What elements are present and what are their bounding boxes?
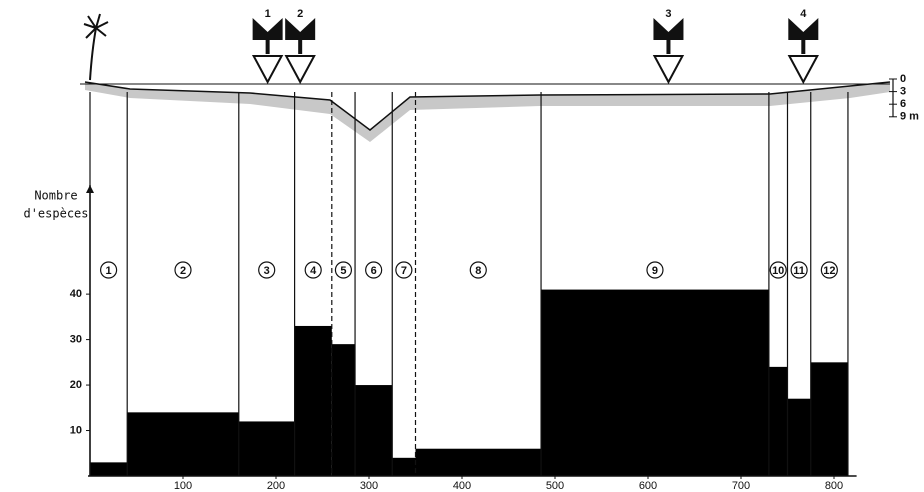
depth-tick-label: 9 m — [900, 111, 919, 123]
zone-label: 3 — [264, 265, 270, 277]
zone-label: 11 — [793, 265, 805, 277]
y-tick-label: 20 — [70, 379, 82, 391]
y-axis-label: Nombre — [34, 189, 77, 203]
x-tick-label: 500 — [546, 480, 564, 492]
bar — [127, 412, 239, 476]
station-marker: 4 — [788, 8, 818, 82]
depth-tick-label: 0 — [900, 73, 906, 85]
depth-tick-label: 3 — [900, 86, 906, 98]
y-axis-arrow — [86, 185, 94, 193]
x-tick-label: 200 — [267, 480, 285, 492]
station-label: 3 — [665, 8, 671, 20]
zone-label: 9 — [652, 265, 658, 277]
x-tick-label: 400 — [453, 480, 471, 492]
x-tick-label: 300 — [360, 480, 378, 492]
bar — [295, 326, 332, 476]
station-stem — [666, 40, 670, 54]
bar — [239, 421, 295, 476]
palm-tree — [84, 14, 108, 80]
station-icon — [253, 18, 283, 40]
bar — [90, 462, 127, 476]
zone-label: 1 — [106, 265, 112, 277]
bar — [541, 290, 769, 476]
depth-tick-label: 6 — [900, 98, 906, 110]
x-tick-label: 700 — [732, 480, 750, 492]
station-label: 4 — [800, 8, 807, 20]
station-triangle — [789, 56, 817, 82]
station-triangle — [254, 56, 282, 82]
zone-label: 12 — [823, 265, 835, 277]
station-stem — [801, 40, 805, 54]
bar — [811, 362, 848, 476]
y-tick-label: 10 — [70, 424, 82, 436]
zone-label: 7 — [401, 265, 407, 277]
y-tick-label: 30 — [70, 334, 82, 346]
chart: 1234567891011121002003004005006007008001… — [0, 0, 924, 492]
station-stem — [266, 40, 270, 54]
zone-label: 8 — [475, 265, 481, 277]
y-tick-label: 40 — [70, 288, 82, 300]
station-icon — [788, 18, 818, 40]
x-tick-label: 100 — [174, 480, 192, 492]
zone-label: 5 — [340, 265, 346, 277]
bar — [392, 458, 415, 476]
station-marker: 1 — [253, 8, 283, 82]
station-icon — [653, 18, 683, 40]
bar — [332, 344, 355, 476]
station-label: 2 — [297, 8, 303, 20]
station-triangle — [286, 56, 314, 82]
zone-label: 6 — [371, 265, 377, 277]
zone-label: 4 — [310, 265, 317, 277]
station-marker: 3 — [653, 8, 683, 82]
zone-label: 10 — [772, 265, 784, 277]
zone-label: 2 — [180, 265, 186, 277]
bar — [416, 449, 542, 476]
bar — [769, 367, 788, 476]
x-tick-label: 600 — [639, 480, 657, 492]
bar — [355, 385, 392, 476]
x-tick-label: 800 — [825, 480, 843, 492]
station-stem — [298, 40, 302, 54]
bar — [788, 399, 811, 476]
station-triangle — [654, 56, 682, 82]
station-marker: 2 — [285, 8, 315, 82]
y-axis-label: d'espèces — [23, 207, 88, 221]
station-label: 1 — [265, 8, 271, 20]
station-icon — [285, 18, 315, 40]
